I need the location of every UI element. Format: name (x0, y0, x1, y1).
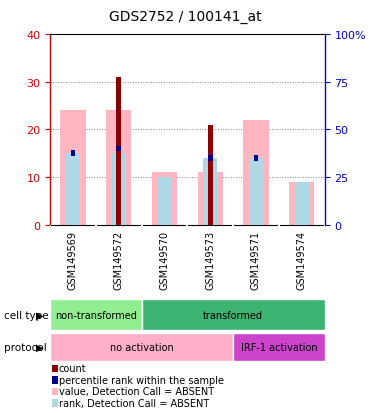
Bar (112, 154, 126, 225)
Text: GSM149573: GSM149573 (205, 231, 215, 290)
Text: transformed: transformed (203, 310, 263, 320)
Bar (254, 156, 258, 161)
Bar (142, 299, 325, 330)
Text: GSM149571: GSM149571 (251, 231, 261, 290)
Bar (116, 146, 121, 152)
Text: GDS2752 / 100141_at: GDS2752 / 100141_at (109, 10, 262, 24)
Bar (66, 154, 80, 225)
Bar (208, 156, 213, 161)
Bar (116, 78, 121, 225)
Text: count: count (59, 363, 86, 373)
Bar (158, 178, 171, 225)
Bar (152, 173, 177, 225)
Text: GSM149574: GSM149574 (297, 231, 307, 290)
Text: no activation: no activation (110, 342, 174, 352)
Bar (198, 173, 223, 225)
Text: GSM149569: GSM149569 (68, 231, 78, 290)
Bar (203, 159, 217, 225)
Bar (50, 333, 233, 361)
Text: GSM149570: GSM149570 (160, 231, 170, 290)
Text: cell type: cell type (4, 310, 48, 320)
Text: non-transformed: non-transformed (55, 310, 137, 320)
Bar (50, 299, 142, 330)
Bar (289, 183, 314, 225)
Bar (208, 126, 213, 225)
Text: rank, Detection Call = ABSENT: rank, Detection Call = ABSENT (59, 398, 209, 408)
Text: value, Detection Call = ABSENT: value, Detection Call = ABSENT (59, 387, 214, 396)
Bar (106, 111, 131, 225)
Bar (295, 183, 309, 225)
Bar (70, 151, 75, 157)
Bar (60, 111, 86, 225)
Text: IRF-1 activation: IRF-1 activation (240, 342, 317, 352)
Bar (249, 159, 263, 225)
Text: GSM149572: GSM149572 (114, 230, 124, 290)
Bar (243, 121, 269, 225)
Text: ▶: ▶ (36, 310, 44, 320)
Text: percentile rank within the sample: percentile rank within the sample (59, 375, 224, 385)
Text: protocol: protocol (4, 342, 46, 352)
Bar (233, 333, 325, 361)
Text: ▶: ▶ (36, 342, 44, 352)
